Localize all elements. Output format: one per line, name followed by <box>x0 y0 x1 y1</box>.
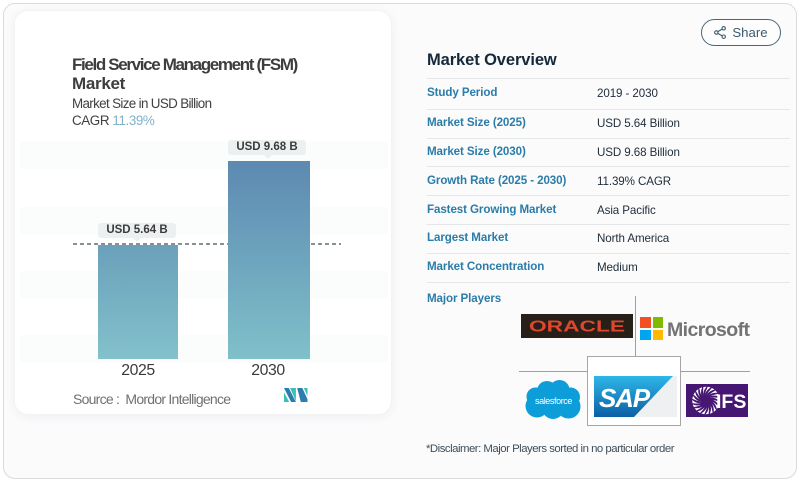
svg-text:SAP: SAP <box>599 383 651 413</box>
svg-text:IFS: IFS <box>716 391 746 413</box>
svg-text:salesforce: salesforce <box>535 396 572 406</box>
svg-text:ORACLE: ORACLE <box>529 319 625 336</box>
